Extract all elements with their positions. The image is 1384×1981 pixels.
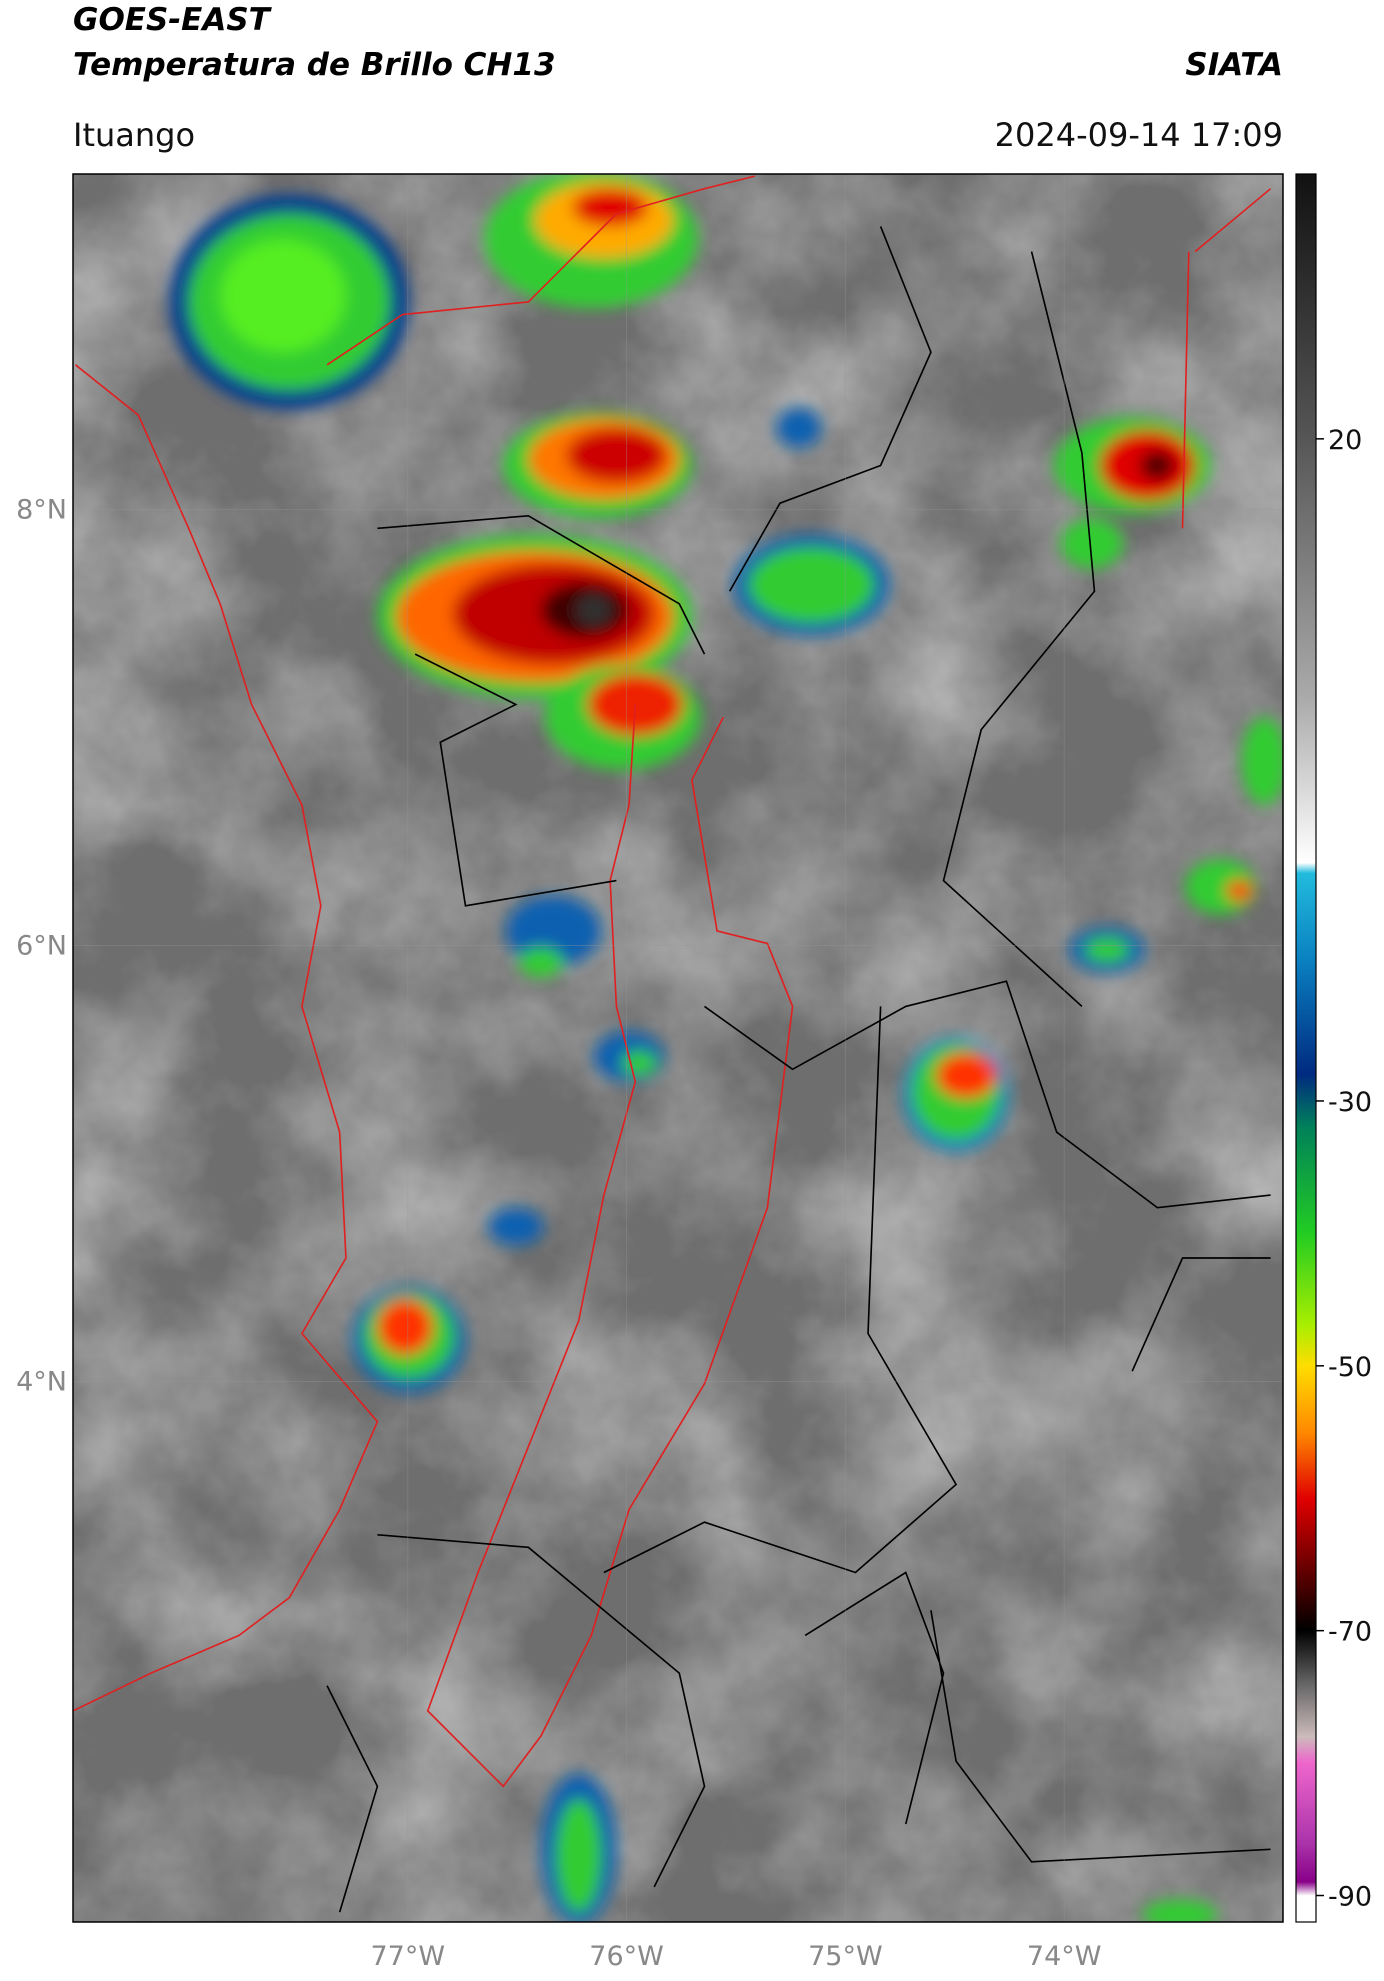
- cell: [1054, 417, 1211, 514]
- municipal-borders: [326, 226, 1271, 1913]
- colorbar-tick-label: -30: [1328, 1087, 1372, 1118]
- cell: [544, 664, 701, 770]
- cell: [903, 1037, 1009, 1152]
- coastline: [326, 175, 755, 366]
- title: GOES-EAST: [73, 2, 273, 38]
- cell: [1069, 927, 1145, 973]
- borders: [73, 175, 1272, 1913]
- y-tick-label: 4°N: [16, 1366, 67, 1397]
- cell: [352, 1286, 466, 1393]
- cell: [377, 534, 692, 699]
- axes: 77°W 76°W 75°W 74°W 8°N 6°N 4°N: [16, 495, 1101, 1972]
- map-frame: [72, 173, 1284, 1923]
- agency: SIATA: [1185, 47, 1283, 83]
- cell: [1185, 859, 1256, 915]
- colorbar-ticks: 20 -30 -50 -70 -90: [1316, 425, 1372, 1913]
- cell: [169, 194, 409, 409]
- colorbar-tick-label: -70: [1328, 1617, 1372, 1648]
- cell: [1142, 1899, 1218, 1922]
- x-tick-label: 74°W: [1027, 1941, 1102, 1972]
- satellite-map: [73, 174, 1283, 1922]
- colorbar-tick-label: 20: [1328, 425, 1362, 456]
- colorbar-tick-label: -90: [1328, 1882, 1372, 1913]
- convective-cells: [169, 174, 1283, 1922]
- y-tick-label: 8°N: [16, 495, 67, 526]
- colorbar-tick-label: -50: [1328, 1352, 1372, 1383]
- cell: [503, 412, 692, 519]
- cell: [776, 407, 822, 448]
- graticule: [73, 174, 1283, 1922]
- y-tick-label: 6°N: [16, 931, 67, 962]
- cell: [540, 1773, 617, 1922]
- coastline: [73, 364, 379, 1712]
- colorbar: [1295, 173, 1317, 1923]
- cell: [733, 534, 890, 636]
- location: Ituango: [73, 116, 195, 154]
- x-tick-label: 77°W: [370, 1941, 445, 1972]
- cell: [1241, 717, 1283, 806]
- x-tick-label: 76°W: [589, 1941, 664, 1972]
- x-tick-label: 75°W: [808, 1941, 883, 1972]
- national-border: [1181, 188, 1272, 529]
- subtitle: Temperatura de Brillo CH13: [73, 47, 556, 83]
- department-border: [426, 704, 794, 1788]
- cell: [484, 174, 699, 309]
- cell: [505, 895, 602, 978]
- datetime: 2024-09-14 17:09: [995, 116, 1283, 154]
- cell: [488, 1207, 544, 1246]
- cell: [1060, 518, 1124, 569]
